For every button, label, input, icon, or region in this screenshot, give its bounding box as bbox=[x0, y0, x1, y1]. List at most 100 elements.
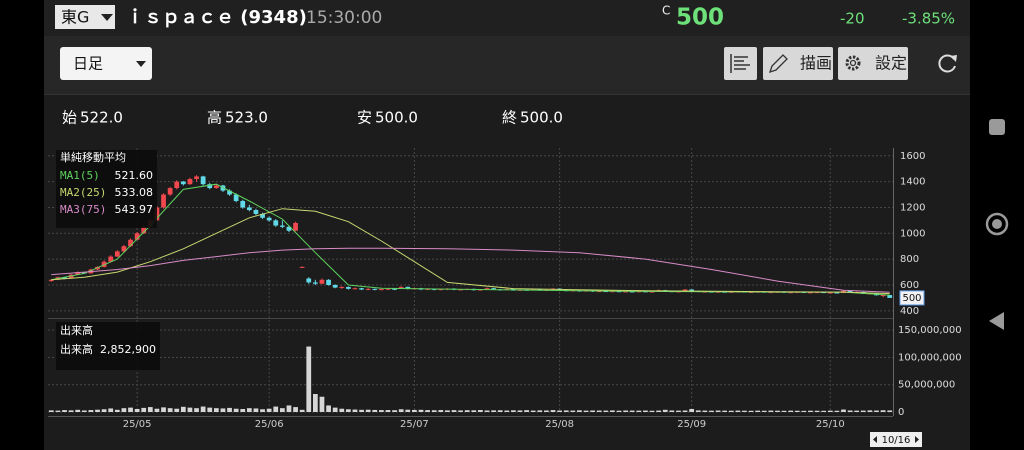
market-select[interactable] bbox=[55, 5, 99, 29]
volume-bar bbox=[517, 410, 523, 412]
volume-bar bbox=[649, 410, 655, 412]
volume-bar bbox=[775, 410, 780, 412]
legend-ma-name: MA2(25) bbox=[60, 186, 106, 199]
nav-recent[interactable] bbox=[989, 119, 1005, 135]
volume-bar bbox=[187, 407, 193, 412]
volume-bar bbox=[207, 407, 213, 412]
candle-body bbox=[114, 251, 120, 257]
indicator-button[interactable] bbox=[724, 47, 757, 80]
volume-bar bbox=[279, 408, 285, 412]
volume-bar bbox=[537, 410, 543, 412]
volume-bar bbox=[801, 410, 807, 412]
cursor-next[interactable] bbox=[915, 436, 919, 443]
volume-bar bbox=[854, 410, 860, 412]
x-tick-label: 25/08 bbox=[545, 419, 574, 430]
refresh-icon[interactable] bbox=[938, 54, 956, 73]
ohlc-value: 500.0 bbox=[375, 109, 418, 127]
volume-bar bbox=[761, 410, 767, 412]
cursor-date-box[interactable] bbox=[870, 432, 922, 447]
candle-body bbox=[603, 291, 609, 293]
period-select[interactable] bbox=[60, 47, 152, 80]
candle-body bbox=[808, 292, 813, 294]
candle-body bbox=[682, 289, 688, 292]
nav-back[interactable] bbox=[989, 312, 1004, 330]
volume-bar bbox=[233, 408, 239, 412]
volume-bar bbox=[814, 410, 820, 412]
candle-body bbox=[405, 286, 411, 289]
candle-body bbox=[689, 289, 695, 292]
list-icon bbox=[730, 54, 750, 73]
volume-bar bbox=[48, 410, 54, 412]
volume-bar bbox=[240, 409, 246, 412]
volume-tick-label: 50,000,000 bbox=[898, 380, 955, 391]
candle-body bbox=[174, 181, 180, 189]
volume-bar bbox=[312, 394, 318, 412]
volume-bar bbox=[497, 410, 503, 412]
volume-bar bbox=[768, 410, 774, 412]
ohlc-label: 安 bbox=[357, 109, 372, 127]
cursor-prev[interactable] bbox=[873, 436, 877, 443]
candle-body bbox=[728, 291, 734, 293]
volume-bar bbox=[286, 405, 292, 412]
candle-body bbox=[273, 220, 279, 226]
candle-body bbox=[134, 233, 140, 240]
x-tick-label: 25/09 bbox=[677, 419, 706, 430]
candle-body bbox=[596, 291, 602, 293]
period-arrow bbox=[136, 61, 146, 67]
volume-bar bbox=[656, 410, 662, 412]
nav-home[interactable] bbox=[985, 212, 1009, 236]
volume-bar bbox=[352, 409, 358, 412]
volume-bar bbox=[299, 409, 305, 412]
volume-bar bbox=[161, 407, 166, 412]
x-tick-label: 25/06 bbox=[255, 419, 284, 430]
candle-body bbox=[68, 274, 74, 279]
volume-bar bbox=[385, 410, 391, 412]
volume-bar bbox=[134, 409, 140, 412]
volume-bar bbox=[319, 396, 325, 412]
volume-bar bbox=[445, 410, 450, 412]
volume-bar bbox=[577, 410, 582, 412]
legend-title: 単純移動平均 bbox=[60, 150, 126, 164]
volume-legend-box bbox=[56, 322, 160, 370]
candle-body bbox=[359, 288, 364, 290]
volume-bar bbox=[511, 410, 516, 412]
candle-body bbox=[233, 194, 239, 201]
volume-bar bbox=[246, 408, 252, 412]
volume-bar bbox=[326, 405, 331, 412]
ohlc-label: 終 bbox=[502, 109, 517, 127]
change: -20 bbox=[840, 10, 865, 28]
candle-body bbox=[319, 279, 325, 284]
volume-bar bbox=[742, 410, 747, 412]
candle-body bbox=[306, 278, 312, 283]
draw-label: 描画 bbox=[800, 54, 832, 73]
time: 15:30:00 bbox=[306, 8, 382, 28]
volume-bar bbox=[682, 410, 688, 412]
candle-body bbox=[312, 282, 318, 284]
volume-bar bbox=[128, 407, 133, 412]
volume-bar bbox=[81, 410, 87, 412]
volume-bar bbox=[781, 410, 787, 412]
draw-button[interactable] bbox=[763, 47, 833, 80]
legend-ma-value: 521.60 bbox=[115, 169, 154, 182]
volume-bar bbox=[398, 409, 404, 412]
candle-body bbox=[365, 288, 371, 290]
volume-bar bbox=[669, 410, 675, 412]
candle-body bbox=[286, 226, 292, 231]
volume-bar bbox=[583, 410, 589, 412]
candle-body bbox=[299, 266, 305, 268]
candle-body bbox=[484, 288, 490, 290]
market-arrow bbox=[101, 14, 113, 21]
candle-body bbox=[623, 291, 629, 293]
candle-body bbox=[768, 292, 774, 294]
volume-bar bbox=[755, 410, 761, 412]
volume-bar bbox=[101, 409, 107, 412]
stock-name: ｉｓｐａｃｅ (9348) bbox=[126, 7, 307, 28]
volume-bar bbox=[794, 410, 800, 412]
candle-body bbox=[345, 286, 351, 289]
volume-bar bbox=[590, 410, 596, 412]
settings-button[interactable] bbox=[838, 47, 908, 80]
volume-bar bbox=[180, 406, 186, 412]
volume-bar bbox=[88, 410, 94, 412]
